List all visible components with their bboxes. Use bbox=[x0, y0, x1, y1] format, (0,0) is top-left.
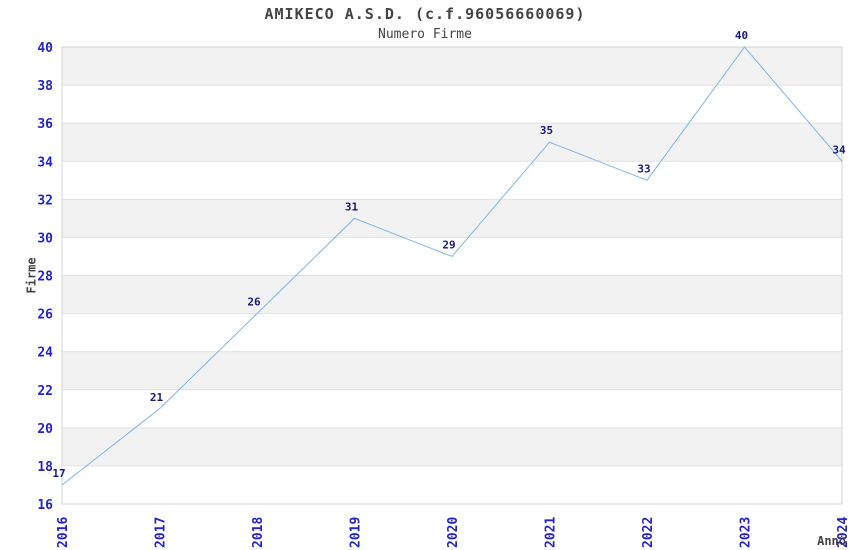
plot-band bbox=[62, 123, 842, 162]
chart-title: AMIKECO A.S.D. (c.f.96056660069) bbox=[264, 5, 586, 23]
data-label: 35 bbox=[540, 124, 553, 137]
x-tick-label: 2023 bbox=[739, 517, 754, 548]
x-tick-label: 2019 bbox=[349, 517, 364, 548]
y-tick-label: 18 bbox=[37, 460, 53, 475]
x-tick-label: 2018 bbox=[251, 517, 266, 548]
plot-band bbox=[62, 47, 842, 86]
data-label: 29 bbox=[442, 238, 455, 251]
data-label: 33 bbox=[637, 162, 650, 175]
y-tick-label: 28 bbox=[37, 270, 53, 285]
x-tick-label: 2020 bbox=[446, 517, 461, 548]
x-tick-label: 2017 bbox=[154, 517, 169, 548]
data-label: 31 bbox=[345, 200, 359, 213]
data-label: 17 bbox=[52, 467, 65, 480]
data-label: 21 bbox=[150, 391, 164, 404]
x-tick-label: 2016 bbox=[56, 517, 71, 548]
y-tick-label: 36 bbox=[37, 117, 53, 132]
x-tick-label: 2024 bbox=[836, 517, 850, 548]
data-label: 34 bbox=[832, 143, 846, 156]
y-tick-label: 26 bbox=[37, 308, 53, 323]
data-label: 40 bbox=[735, 29, 748, 42]
plot-band bbox=[62, 427, 842, 466]
x-tick-label: 2022 bbox=[641, 517, 656, 548]
plot-band bbox=[62, 275, 842, 314]
x-axis-title: Anno bbox=[817, 534, 846, 548]
y-axis-title: Firme bbox=[24, 257, 39, 294]
y-tick-label: 30 bbox=[37, 231, 53, 246]
chart-subtitle: Numero Firme bbox=[378, 27, 472, 42]
y-tick-label: 24 bbox=[37, 346, 53, 361]
y-tick-label: 20 bbox=[37, 422, 53, 437]
series-line bbox=[61, 46, 843, 486]
y-tick-label: 40 bbox=[37, 41, 53, 56]
y-tick-label: 32 bbox=[37, 193, 53, 208]
x-tick-label: 2021 bbox=[544, 517, 559, 548]
plot-border bbox=[61, 46, 843, 505]
y-tick-label: 34 bbox=[37, 155, 53, 170]
y-tick-label: 22 bbox=[37, 384, 53, 399]
data-label: 26 bbox=[247, 296, 261, 309]
y-tick-label: 16 bbox=[37, 498, 53, 513]
plot-band bbox=[62, 199, 842, 238]
y-tick-label: 38 bbox=[37, 79, 53, 94]
plot-band bbox=[62, 351, 842, 390]
